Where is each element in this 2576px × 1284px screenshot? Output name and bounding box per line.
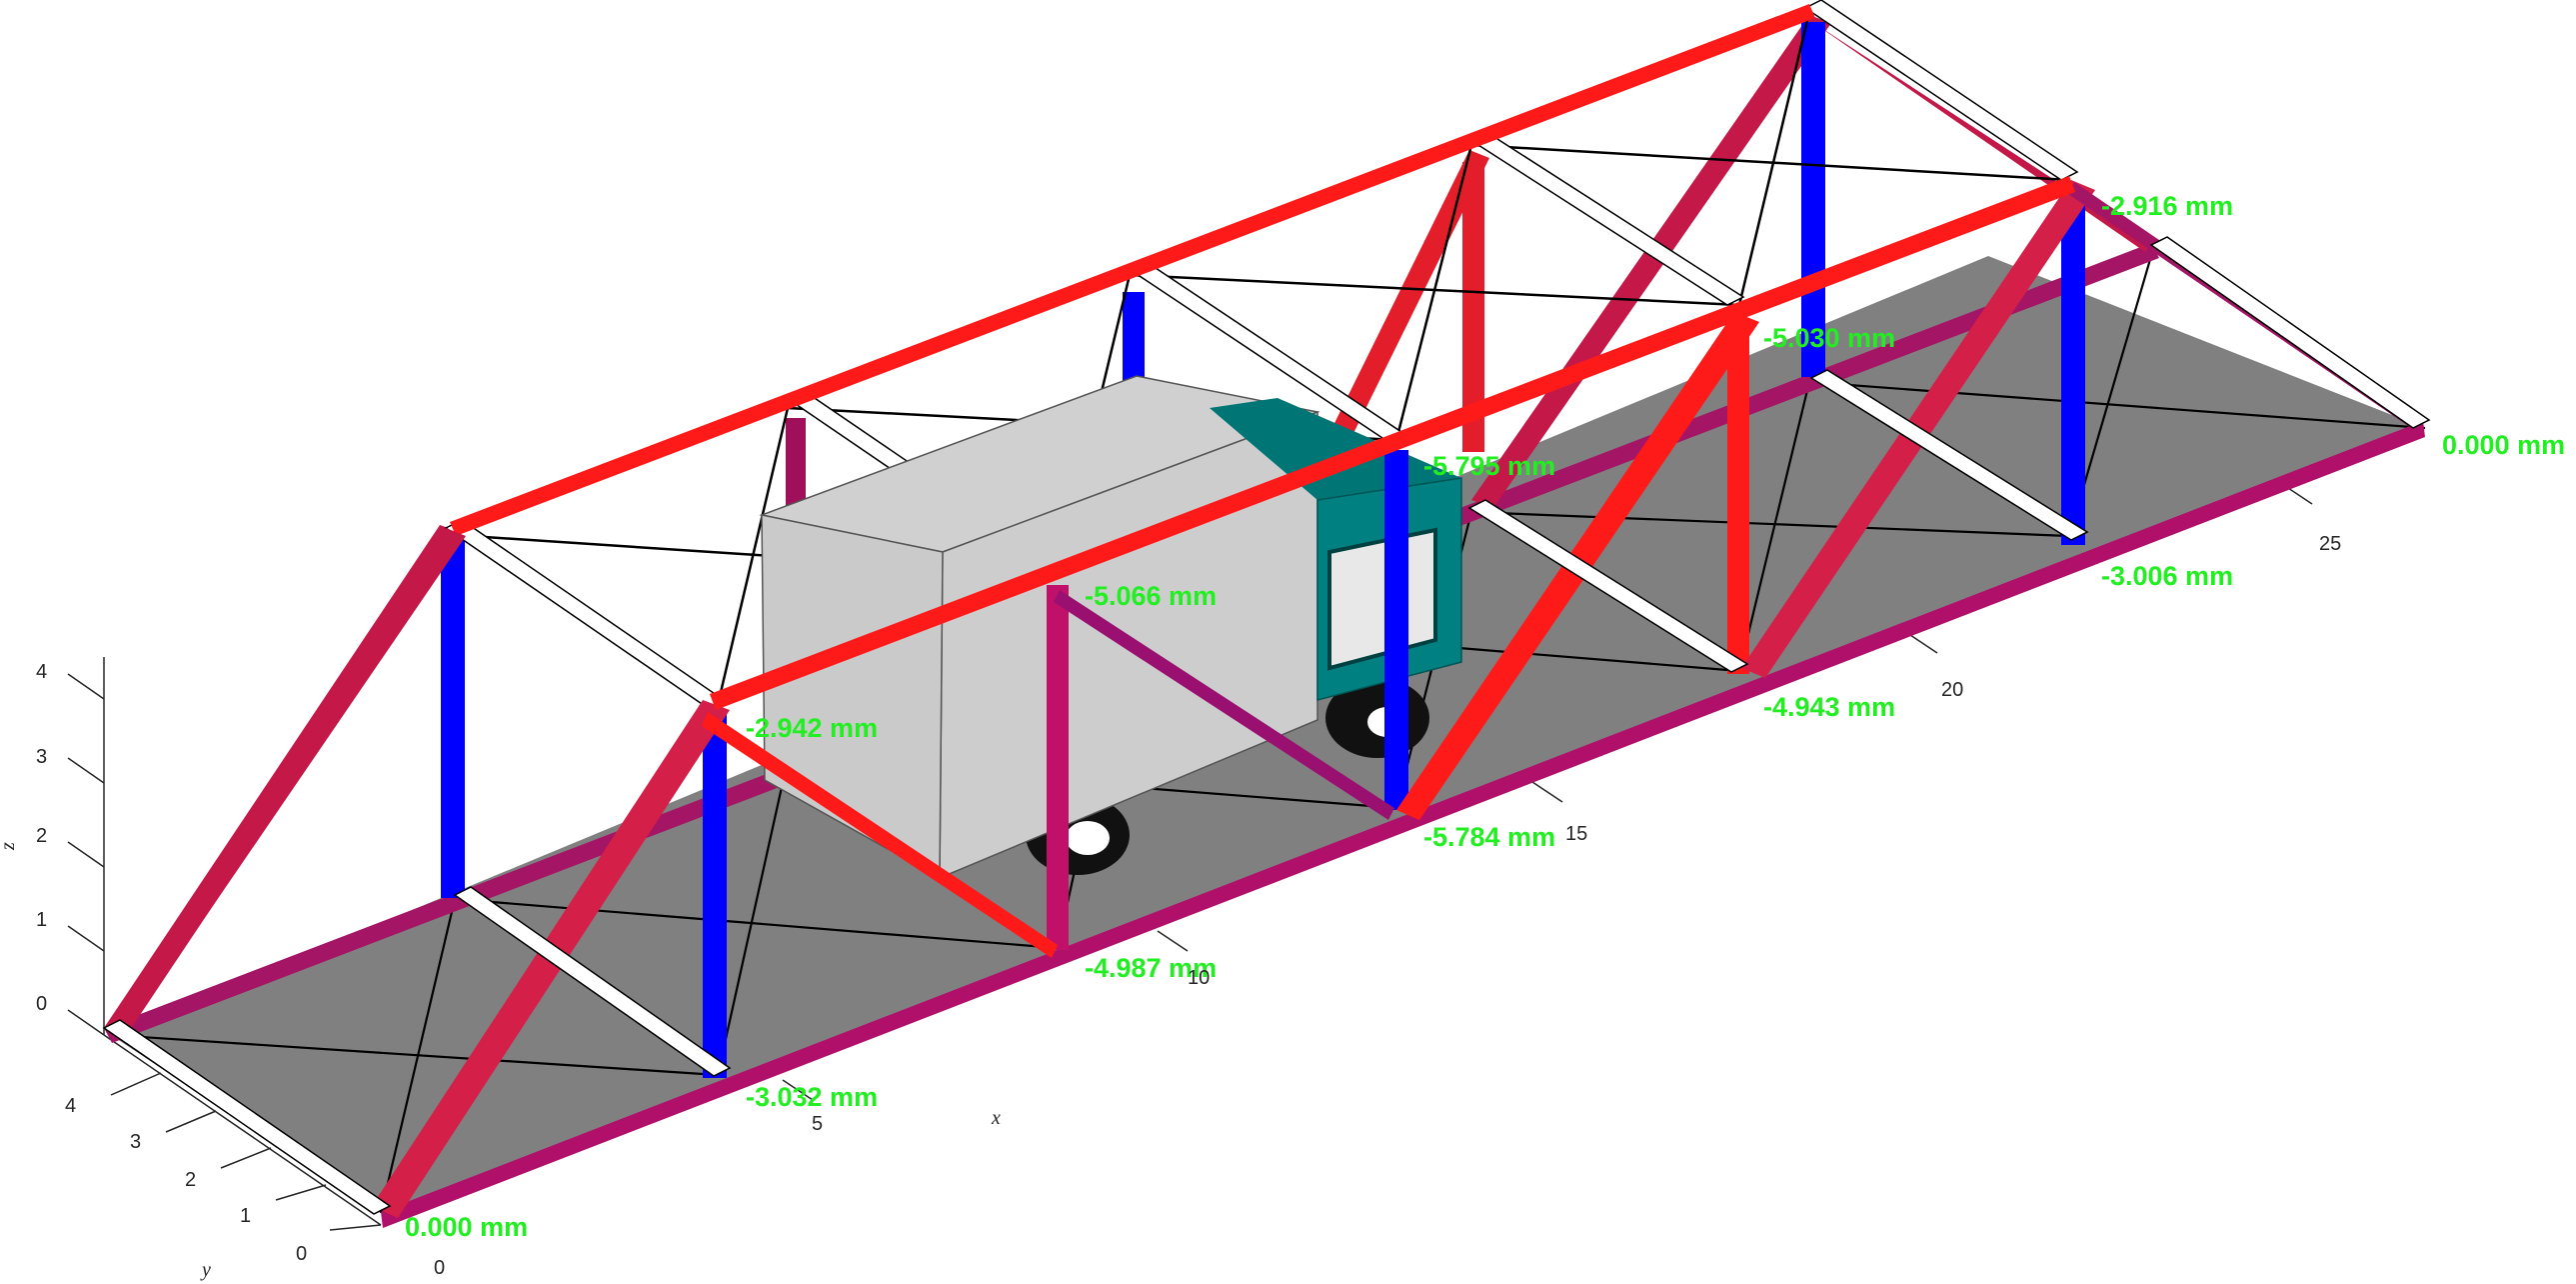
displacement-label: -3.032 mm — [746, 1082, 878, 1112]
deck-brace — [1808, 380, 2426, 430]
y-axis-label: y — [200, 1259, 211, 1281]
z-tick-label: 3 — [36, 746, 47, 768]
deck-brace — [1737, 381, 1811, 672]
z-tick-label: 2 — [36, 825, 47, 847]
displacement-label: -4.943 mm — [1763, 692, 1895, 722]
deck-brace — [454, 897, 1059, 950]
back-vertical — [1123, 292, 1145, 382]
front-verticals — [703, 190, 2085, 1078]
x-tick-10 — [1157, 930, 1189, 952]
deck-brace — [1470, 510, 2070, 538]
deck-brace — [716, 759, 790, 1076]
deck-brace — [379, 898, 457, 1214]
y-tick-label: 2 — [185, 1169, 196, 1191]
z-tick-label: 1 — [36, 909, 47, 931]
bottom-strut — [1809, 369, 2089, 541]
displacement-label: -2.942 mm — [746, 713, 878, 743]
displacement-label: -5.030 mm — [1763, 323, 1895, 353]
deck-brace — [110, 1033, 719, 1077]
bottom-strut — [453, 886, 732, 1077]
x-tick-labels: 0 5 10 15 20 25 — [434, 533, 2341, 1279]
front-diagonal — [702, 712, 1058, 958]
bottom-struts — [102, 236, 2431, 1215]
y-tick-4b — [110, 1072, 162, 1096]
top-brace — [1737, 11, 1811, 306]
x-tick-5 — [782, 1079, 814, 1101]
z-axis-label: z — [0, 842, 19, 851]
x-axis-label: x — [991, 1107, 1001, 1129]
y-tick-1 — [275, 1184, 327, 1201]
top-brace — [1470, 143, 2070, 182]
z-tick-label: 0 — [36, 993, 47, 1015]
z-tick-labels: 0 1 2 3 4 — [36, 661, 47, 1015]
z-tick-0 — [67, 1009, 105, 1036]
front-vertical — [1727, 318, 1749, 674]
y-tick-3 — [165, 1110, 217, 1133]
z-tick-4 — [67, 673, 105, 700]
y-tick-2 — [220, 1147, 272, 1169]
y-tick-0 — [329, 1224, 382, 1231]
displacement-label: 0.000 mm — [2442, 430, 2565, 460]
y-tick-label: 1 — [240, 1205, 251, 1227]
z-tick-1 — [67, 925, 105, 952]
top-brace — [1394, 144, 1473, 441]
displacement-labels: 0.000 mm -3.032 mm -2.942 mm -4.987 mm -… — [405, 191, 2565, 1242]
displacement-label: -5.784 mm — [1423, 822, 1555, 852]
y-tick-label: 4 — [65, 1095, 76, 1117]
x-tick-20 — [1906, 632, 1938, 654]
x-tick-label: 10 — [1188, 967, 1210, 989]
y-tick-label: 3 — [130, 1131, 141, 1153]
front-vertical — [1384, 450, 1408, 810]
top-brace — [716, 407, 790, 706]
front-vertical — [1047, 585, 1069, 950]
top-strut — [1465, 129, 1745, 306]
displacement-label: -5.795 mm — [1423, 451, 1555, 481]
y-tick-label: 0 — [296, 1243, 307, 1265]
back-end-post — [104, 528, 466, 1036]
bottom-strut — [1467, 499, 1749, 673]
displacement-label: 0.000 mm — [405, 1212, 528, 1242]
back-vertical — [1801, 22, 1825, 377]
displacement-label: -5.066 mm — [1085, 581, 1217, 611]
front-top-chord — [710, 176, 2075, 710]
z-tick-label: 4 — [36, 661, 47, 683]
z-tick-3 — [67, 757, 105, 784]
displacement-label: -3.006 mm — [2101, 561, 2233, 591]
back-vertical — [1462, 162, 1484, 452]
top-strut — [444, 519, 726, 709]
front-bottom-chord — [381, 421, 2425, 1228]
front-diagonal — [1054, 590, 1394, 820]
x-tick-label: 5 — [812, 1113, 823, 1135]
y-tick-labels: 0 1 2 3 4 — [65, 1095, 307, 1265]
top-strut — [1803, 0, 2079, 181]
x-tick-15 — [1531, 781, 1563, 803]
front-vertical — [2061, 190, 2085, 545]
back-top-chord — [450, 4, 1815, 536]
x-tick-label: 0 — [434, 1257, 445, 1279]
truck-rear-hub — [1066, 821, 1110, 855]
x-tick-label: 20 — [1941, 679, 1963, 701]
x-tick-label: 25 — [2319, 533, 2341, 555]
y-axis-line — [103, 1034, 382, 1226]
displacement-label: -2.916 mm — [2101, 191, 2233, 221]
axis-lines — [67, 483, 2313, 1231]
z-tick-2 — [67, 841, 105, 868]
bottom-strut — [2149, 236, 2431, 429]
displacement-label: -4.987 mm — [1085, 953, 1217, 983]
back-vertical — [441, 540, 465, 898]
bottom-strut — [102, 1019, 392, 1215]
front-vertical — [703, 714, 727, 1078]
x-tick-label: 15 — [1565, 823, 1587, 845]
